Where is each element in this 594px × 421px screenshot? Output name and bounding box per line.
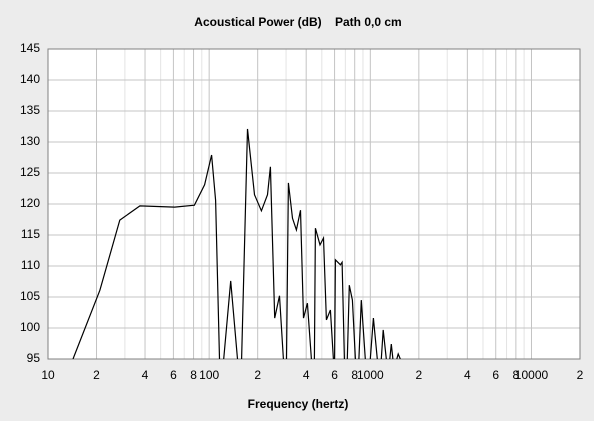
x-tick-label: 2 [254,368,261,382]
y-tick-label: 125 [20,165,40,179]
plot-border [47,48,581,360]
x-tick-label: 2 [415,368,422,382]
x-tick-label: 6 [331,368,338,382]
x-tick-label: 8 [351,368,358,382]
chart-title: Acoustical Power (dB) Path 0,0 cm [194,15,401,29]
x-tick-label: 4 [303,368,310,382]
data-line [72,128,401,359]
y-tick-label: 100 [20,320,40,334]
x-tick-label: 10 [41,368,55,382]
x-tick-label: 10000 [515,368,549,382]
x-tick-label: 2 [93,368,100,382]
y-tick-label: 130 [20,134,40,148]
y-tick-label: 105 [20,289,40,303]
x-tick-label: 8 [513,368,520,382]
x-tick-label: 100 [199,368,219,382]
y-tick-label: 145 [20,41,40,55]
x-tick-label: 4 [464,368,471,382]
y-tick-label: 140 [20,72,40,86]
x-tick-label: 8 [190,368,197,382]
y-tick-label: 95 [27,351,41,365]
y-tick-label: 110 [21,258,40,272]
y-tick-label: 135 [20,103,40,117]
y-tick-label: 120 [20,196,40,210]
y-tick-label: 115 [21,227,40,241]
x-tick-label: 6 [170,368,177,382]
x-tick-label: 4 [142,368,149,382]
x-axis-label: Frequency (hertz) [248,397,349,411]
x-tick-label: 2 [577,368,584,382]
x-tick-label: 1000 [357,368,384,382]
x-tick-label: 6 [492,368,499,382]
